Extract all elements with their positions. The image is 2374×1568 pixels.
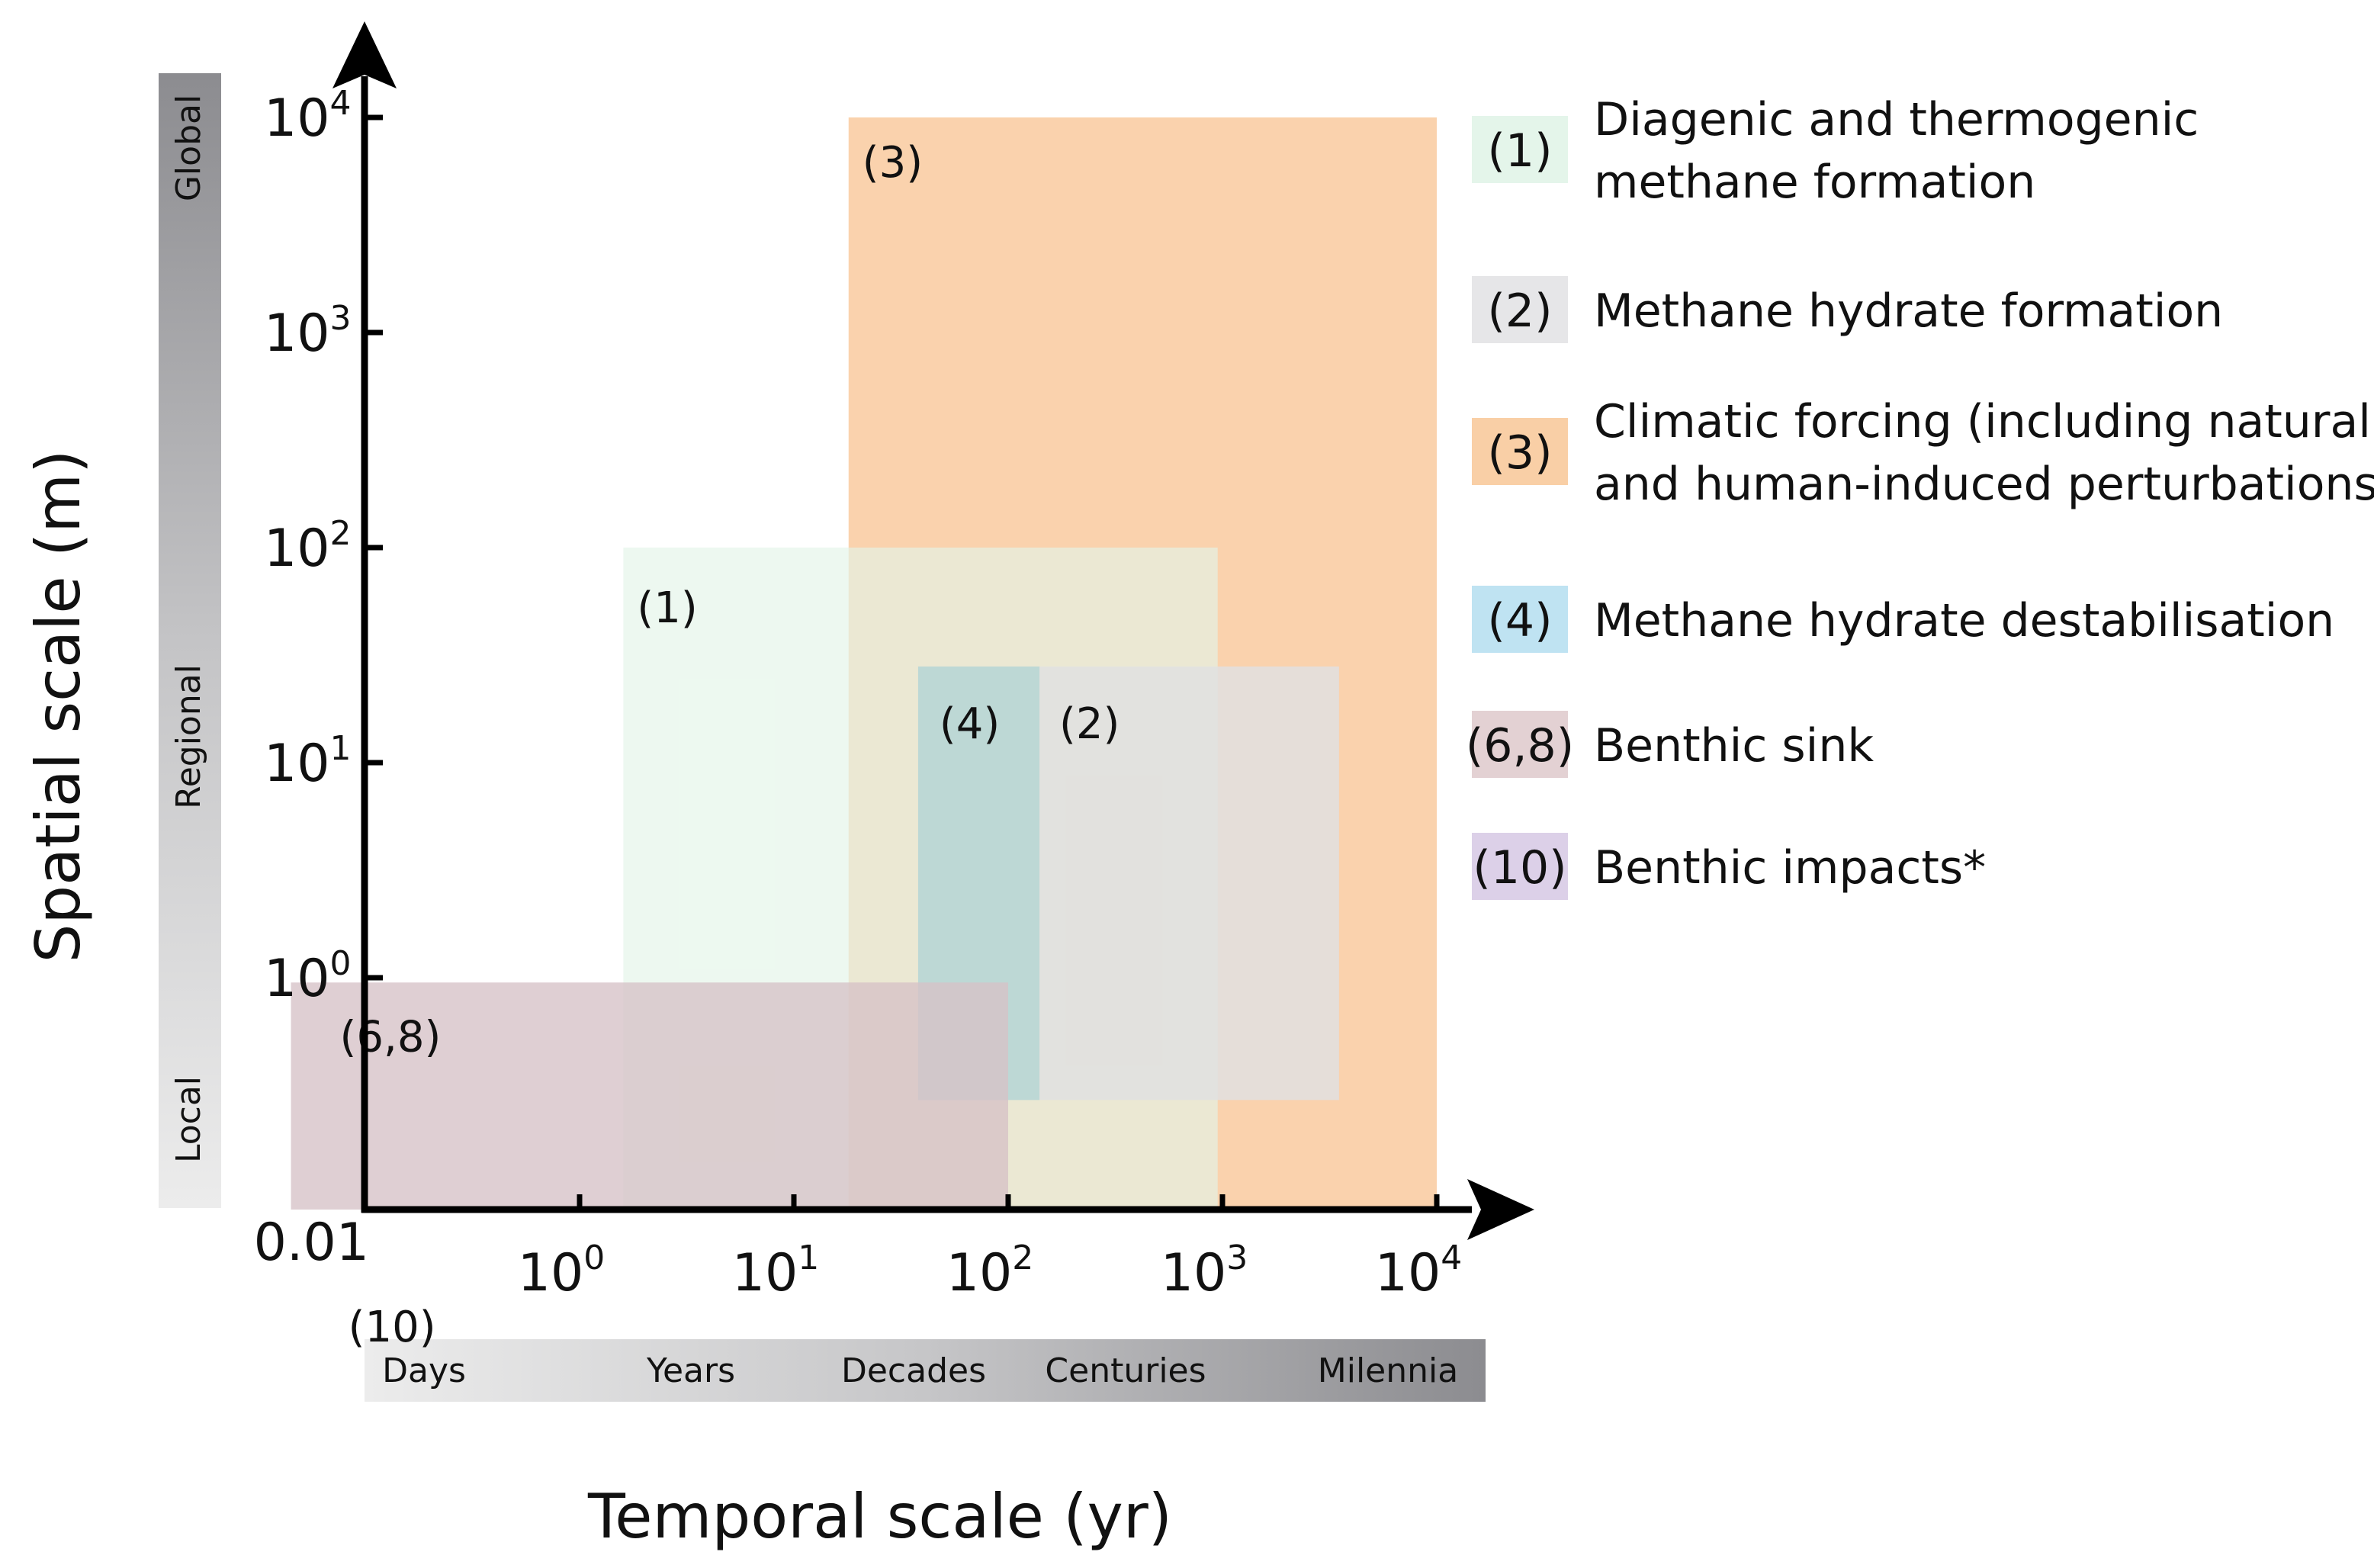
band-label-milennia: Milennia	[1318, 1351, 1458, 1390]
legend-label: Diagenic and thermogenic	[1594, 93, 2199, 146]
band-label-centuries: Centuries	[1045, 1351, 1206, 1390]
y-tick-label: 101	[264, 729, 352, 794]
x-tick-label: 101	[732, 1239, 820, 1303]
legend-label: Climatic forcing (including natural	[1594, 395, 2371, 448]
legend-swatch	[1472, 276, 1568, 343]
legend-label: Methane hydrate destabilisation	[1594, 594, 2334, 647]
legend-swatch	[1472, 833, 1568, 900]
band-label-years: Years	[646, 1351, 735, 1390]
x-tick-label: 103	[1161, 1239, 1248, 1303]
x-axis-title: Temporal scale (yr)	[587, 1481, 1172, 1552]
legend-swatch	[1472, 711, 1568, 778]
regions-layer: (3) (1) (2) (4) (6,8) (10)	[291, 117, 1437, 1352]
legend-label: Benthic impacts*	[1594, 841, 1986, 895]
ticks-layer: 100 101 102 103 104 100 101 102 103 104	[264, 84, 1462, 1303]
region-label-1: (1)	[637, 583, 697, 633]
y-tick-label: 102	[264, 514, 352, 579]
y-tick-label: 103	[264, 299, 352, 364]
legend-key: (2)	[1488, 284, 1553, 338]
legend-label: and human-induced perturbations)	[1594, 458, 2374, 511]
axes	[332, 21, 1534, 1240]
y-axis-arrowhead	[332, 21, 397, 88]
legend-swatch	[1472, 116, 1568, 183]
legend-label: methane formation	[1594, 156, 2035, 209]
legend-key: (3)	[1488, 426, 1553, 480]
y-origin-label: 0.01	[254, 1213, 369, 1273]
legend-key: (1)	[1488, 124, 1553, 178]
legend: (1) Diagenic and thermogenic methane forma…	[1466, 93, 2374, 900]
legend-key: (6,8)	[1466, 719, 1574, 773]
band-label-days: Days	[382, 1351, 466, 1390]
legend-key: (10)	[1473, 841, 1566, 895]
legend-key: (4)	[1488, 594, 1553, 647]
x-axis-arrowhead	[1467, 1179, 1534, 1240]
region-68	[291, 982, 1008, 1210]
legend-swatch	[1472, 586, 1568, 653]
region-label-68: (6,8)	[340, 1012, 442, 1062]
y-tick-label: 104	[264, 84, 352, 149]
band-label-regional: Regional	[169, 664, 208, 809]
y-axis-title: Spatial scale (m)	[23, 450, 94, 963]
region-label-3: (3)	[863, 138, 923, 188]
band-label-decades: Decades	[841, 1351, 986, 1390]
legend-swatch	[1472, 418, 1568, 485]
region-2	[1039, 666, 1339, 1100]
region-label-4: (4)	[940, 699, 1000, 749]
y-tick-label: 100	[264, 944, 352, 1009]
region-label-10: (10)	[349, 1303, 436, 1352]
band-label-local: Local	[169, 1076, 208, 1163]
legend-label: Methane hydrate formation	[1594, 284, 2223, 338]
region-label-2: (2)	[1059, 699, 1120, 749]
x-tick-label: 104	[1375, 1239, 1463, 1303]
x-tick-label: 102	[946, 1239, 1034, 1303]
band-label-global: Global	[169, 95, 208, 201]
spatial-scale-band	[159, 73, 221, 1208]
legend-label: Benthic sink	[1594, 719, 1874, 773]
x-tick-label: 100	[518, 1239, 606, 1303]
temporal-scale-band	[365, 1339, 1486, 1402]
